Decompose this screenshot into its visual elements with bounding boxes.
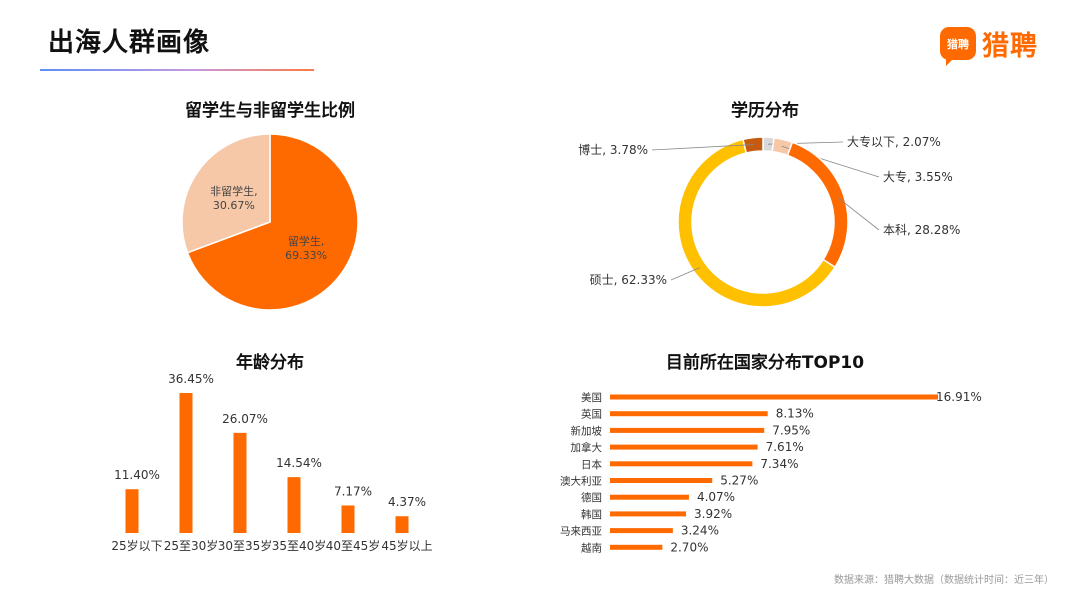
- pie-slice-label-1: 30.67%: [213, 199, 255, 212]
- country-bar-value-7: 3.92%: [694, 507, 732, 521]
- age-bar-3: [287, 477, 301, 533]
- age-bar-category-5: 45岁以上: [381, 538, 432, 553]
- country-bar-2: [610, 427, 765, 433]
- country-bar-9: [610, 544, 663, 550]
- country-label-2: 新加坡: [571, 424, 603, 437]
- country-bar-value-6: 4.07%: [697, 490, 735, 504]
- logo-badge-icon: 猎聘: [940, 27, 976, 66]
- donut-slice-2: [786, 141, 849, 269]
- donut-leader-line-3: [670, 267, 700, 281]
- pie-slice-label-0: 69.33%: [285, 249, 327, 262]
- country-label-5: 澳大利亚: [560, 475, 602, 488]
- age-bar-category-3: 35至40岁: [272, 538, 327, 553]
- country-bar-value-3: 7.61%: [766, 440, 804, 454]
- age-bar-0: [125, 489, 139, 533]
- donut-slice-label-0: 大专以下, 2.07%: [847, 134, 941, 149]
- country-bar-0: [610, 394, 938, 400]
- age-bar-5: [395, 516, 409, 533]
- student-ratio-pie-chart: 留学生,69.33% 非留学生,30.67%: [181, 133, 359, 311]
- donut-leader-line-4: [651, 144, 754, 151]
- donut-slice-label-2: 本科, 28.28%: [883, 223, 960, 237]
- age-bar-category-2: 30至35岁: [218, 538, 273, 553]
- country-bar-value-9: 2.70%: [670, 540, 708, 554]
- country-bar-value-5: 5.27%: [720, 474, 758, 488]
- pie-chart-title: 留学生与非留学生比例: [185, 101, 355, 121]
- country-bar-value-1: 8.13%: [776, 407, 814, 421]
- country-bar-5: [610, 478, 713, 483]
- country-label-1: 英国: [581, 408, 602, 421]
- age-bar-2: [233, 432, 247, 533]
- bar-chart-title: 年龄分布: [236, 353, 304, 373]
- country-label-0: 美国: [581, 391, 602, 404]
- data-source-note: 数据来源：猎聘大数据（数据统计时间：近三年）: [834, 575, 1054, 586]
- donut-slice-label-3: 硕士, 62.33%: [590, 273, 667, 287]
- country-label-9: 越南: [581, 541, 602, 554]
- country-bar-8: [610, 528, 673, 534]
- country-bar-3: [610, 444, 758, 450]
- country-label-8: 马来西亚: [560, 526, 602, 538]
- donut-chart-title: 学历分布: [731, 101, 799, 121]
- age-bar-1: [179, 393, 193, 533]
- country-bar-7: [610, 511, 687, 517]
- country-bar-4: [610, 461, 753, 467]
- age-bar-value-0: 11.40%: [114, 468, 160, 482]
- pie-slice-1: [181, 133, 271, 254]
- country-label-6: 德国: [581, 491, 602, 504]
- age-bar-category-4: 40至45岁: [326, 538, 381, 553]
- age-bar-4: [341, 505, 355, 533]
- age-bar-value-5: 4.37%: [388, 495, 426, 509]
- country-bar-value-4: 7.34%: [760, 457, 798, 471]
- country-hbar-chart: 美国 16.91% 英国 8.13% 新加坡 7.95% 加拿大 7.61% 日本 7.34% 澳大…: [560, 390, 982, 554]
- age-bar-value-3: 14.54%: [276, 456, 322, 470]
- hbar-chart-title: 目前所在国家分布TOP10: [665, 353, 865, 373]
- donut-slice-label-1: 大专, 3.55%: [883, 169, 953, 184]
- donut-leader-line-2: [836, 196, 880, 231]
- age-bar-value-1: 36.45%: [168, 372, 214, 386]
- page-title: 出海人群画像: [48, 28, 211, 58]
- country-label-4: 日本: [581, 458, 602, 471]
- age-bar-chart: 11.40% 25岁以下 36.45% 25至30岁 26.07% 30至35岁 14.54…: [111, 372, 432, 553]
- logo-text: 猎聘: [982, 31, 1038, 62]
- age-bar-value-4: 7.17%: [334, 484, 372, 498]
- donut-slice-label-4: 博士, 3.78%: [578, 142, 648, 157]
- pie-slice-0: [186, 133, 359, 311]
- pie-slice-name-0: 留学生,: [288, 234, 325, 248]
- country-bar-value-0: 16.91%: [936, 390, 982, 404]
- country-bar-value-8: 3.24%: [681, 524, 719, 538]
- country-bar-value-2: 7.95%: [772, 423, 810, 437]
- country-bar-6: [610, 494, 689, 500]
- pie-slice-name-1: 非留学生,: [210, 184, 258, 198]
- education-donut-chart: 大专以下, 2.07% 大专, 3.55% 本科, 28.28% 硕士, 62.33%…: [578, 134, 960, 308]
- country-bar-1: [610, 411, 768, 417]
- age-bar-category-1: 25至30岁: [164, 538, 219, 553]
- age-bar-category-0: 25岁以下: [111, 538, 162, 553]
- liepin-logo: 猎聘 猎聘: [940, 24, 1038, 66]
- title-underline: [40, 69, 314, 71]
- country-label-3: 加拿大: [571, 441, 603, 454]
- country-label-7: 韩国: [581, 508, 602, 521]
- donut-slice-4: [742, 136, 764, 154]
- age-bar-value-2: 26.07%: [222, 412, 268, 426]
